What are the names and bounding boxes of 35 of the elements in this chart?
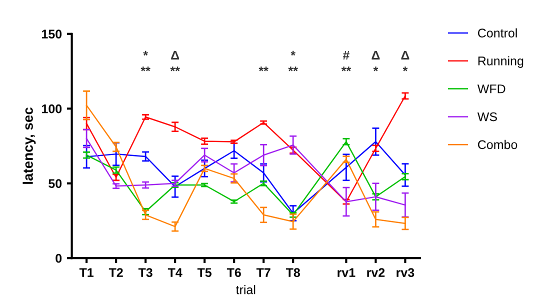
x-tick-label: rv3: [396, 268, 414, 278]
annotation: *: [143, 50, 148, 56]
annotation: Δ: [401, 50, 410, 60]
annotation: **: [258, 66, 268, 72]
annotation: *: [402, 66, 408, 72]
y-tick-label: 50: [48, 179, 62, 188]
x-tick-label: T8: [286, 268, 300, 278]
x-tick-label: rv2: [367, 268, 385, 277]
y-tick-label: 100: [42, 104, 62, 114]
annotation: **: [341, 66, 352, 72]
x-tick-label: T3: [138, 268, 152, 278]
x-tick-label: T1: [79, 268, 94, 277]
annotation: *: [373, 66, 378, 72]
legend-label: Combo: [478, 140, 518, 150]
y-tick-label: 150: [42, 30, 62, 39]
annotation: #: [342, 51, 350, 60]
annotation: **: [140, 66, 150, 72]
annotation: Δ: [171, 50, 180, 60]
x-axis-title: trial: [236, 285, 256, 294]
legend-label: WFD: [477, 84, 506, 94]
x-tick-label: rv1: [338, 268, 356, 277]
annotation: **: [170, 66, 180, 72]
x-tick-label: T7: [256, 268, 270, 277]
annotation: Δ: [372, 50, 380, 60]
legend-label: WS: [477, 112, 497, 122]
legend-label: Control: [478, 28, 517, 38]
x-tick-label: T5: [197, 268, 212, 278]
legend-label: Running: [478, 56, 524, 68]
x-tick-label: T4: [168, 268, 182, 277]
y-axis-title: latency, sec: [22, 108, 36, 184]
x-tick-label: T6: [226, 268, 241, 278]
annotation: **: [288, 66, 298, 72]
x-tick-label: T2: [108, 268, 123, 277]
y-tick-label: 0: [56, 254, 62, 263]
annotation: *: [290, 50, 296, 56]
